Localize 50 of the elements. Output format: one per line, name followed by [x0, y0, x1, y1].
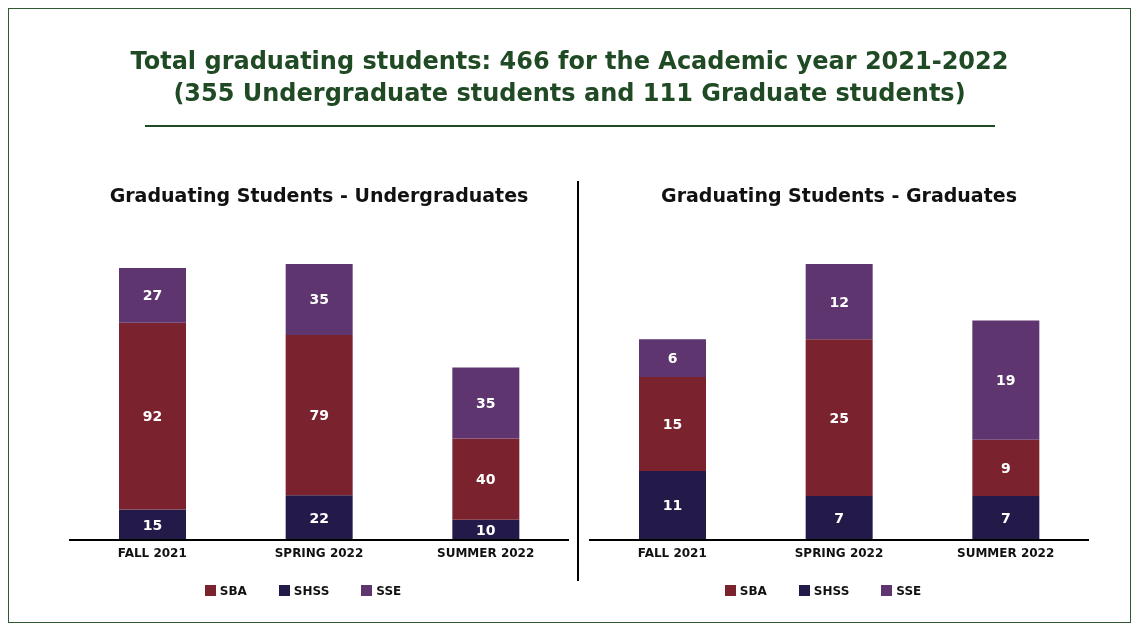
data-label: 79	[309, 407, 329, 424]
bar	[639, 376, 706, 471]
x-tick-label: SUMMER 2022	[437, 545, 535, 560]
legend-label: SSE	[376, 584, 402, 598]
legend-label: SSE	[896, 584, 922, 598]
x-tick-label: SPRING 2022	[274, 545, 364, 560]
bar	[972, 320, 1040, 440]
data-label: 22	[309, 509, 329, 526]
legend-label: SBA	[219, 584, 247, 598]
text: (355 Undergraduate students and 111 Graduate students)	[172, 79, 967, 107]
x-tick-label: SUMMER 2022	[957, 545, 1055, 560]
data-label: 27	[142, 287, 163, 304]
bar	[805, 264, 873, 340]
legend-label: SBA	[739, 584, 767, 598]
x-tick-label: FALL 2021	[117, 545, 187, 560]
data-label: 6	[667, 350, 678, 367]
bar	[805, 339, 873, 497]
data-label: 11	[662, 497, 683, 514]
chart-title: Graduating Students - Undergraduates	[108, 184, 530, 208]
data-label: 35	[476, 394, 496, 411]
text: Total graduating students: 466 for the Academic year 2021-2022	[129, 47, 1010, 75]
legend-label: SHSS	[813, 584, 850, 598]
bar	[639, 339, 706, 377]
data-label: 19	[996, 372, 1016, 389]
bar	[119, 268, 186, 323]
bar	[285, 264, 353, 336]
bar	[119, 322, 186, 510]
bar	[452, 367, 520, 439]
data-label: 35	[309, 291, 329, 308]
data-label: 7	[834, 510, 845, 527]
data-label: 15	[662, 415, 683, 432]
data-label: 10	[476, 521, 496, 538]
data-label: 12	[829, 293, 849, 310]
data-label: 40	[476, 471, 496, 488]
data-label: 92	[142, 408, 163, 425]
bar	[639, 471, 706, 540]
legend-label: SHSS	[293, 584, 330, 598]
bar	[972, 439, 1040, 497]
data-label: 15	[142, 516, 163, 533]
bar	[285, 495, 353, 540]
data-label: 25	[829, 409, 849, 426]
bar	[972, 496, 1040, 540]
data-label: 9	[1000, 459, 1011, 476]
x-tick-label: SPRING 2022	[794, 545, 884, 560]
bar	[285, 335, 353, 496]
x-tick-label: FALL 2021	[637, 545, 707, 560]
data-label: 7	[1000, 510, 1011, 527]
chart-title: Graduating Students - Graduates	[660, 184, 1018, 208]
bar	[805, 496, 873, 540]
bar	[452, 438, 520, 520]
